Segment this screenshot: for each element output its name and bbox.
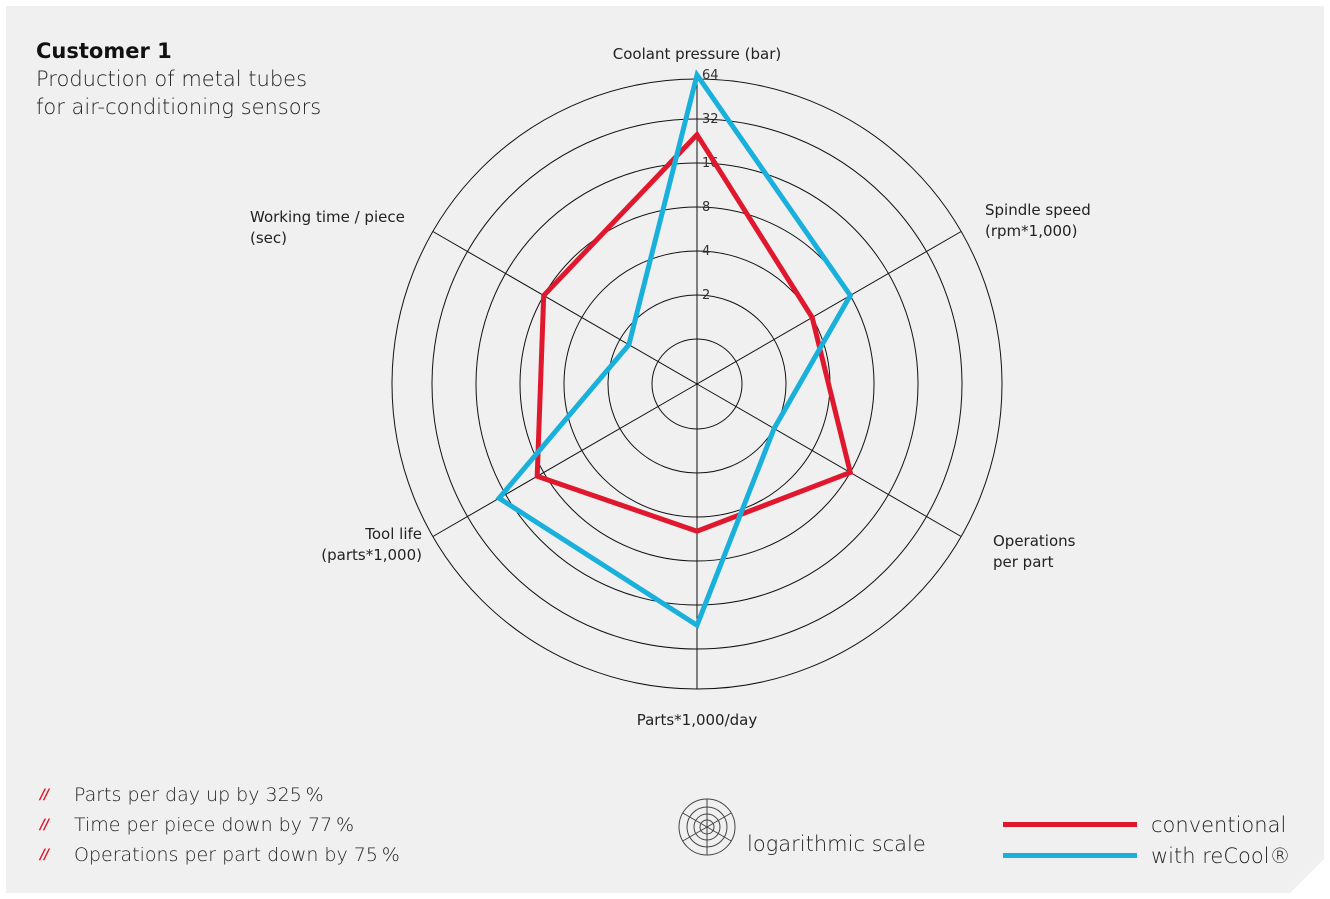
highlight-text: Time per piece down by 77 %	[74, 814, 355, 836]
chart-subtitle-line-1: Production of metal tubes	[36, 67, 308, 91]
axis-line	[432, 231, 698, 385]
legend: conventional with reCool®	[1003, 809, 1291, 871]
legend-item-conventional: conventional	[1003, 809, 1291, 840]
ring-tick-label: 64	[702, 68, 719, 83]
highlights-list: // Parts per day up by 325 % // Time per p…	[40, 780, 400, 870]
chart-panel	[6, 6, 1324, 893]
series-line-conventional	[534, 130, 854, 534]
legend-label-recool: with reCool®	[1151, 843, 1291, 868]
legend-swatch-conventional	[1003, 822, 1137, 827]
ring-tick-label: 32	[702, 112, 719, 127]
axis-line	[696, 231, 962, 385]
ring-tick-label: 2	[702, 288, 710, 303]
chart-header: Customer 1 Production of metal tubes for…	[36, 37, 321, 121]
double-slash-icon: //	[40, 817, 49, 833]
axis-label: Coolant pressure (bar)	[613, 45, 782, 63]
legend-swatch-recool	[1003, 853, 1137, 858]
ring-tick-label: 8	[702, 200, 710, 215]
double-slash-icon: //	[40, 787, 49, 803]
highlight-item: // Operations per part down by 75 %	[40, 840, 400, 870]
axis-label: Operations per part	[993, 532, 1076, 571]
series-line-with-recool	[495, 69, 854, 629]
scale-note: logarithmic scale	[677, 797, 926, 857]
ring-tick-label: 4	[702, 244, 710, 259]
axis-label: Spindle speed (rpm*1,000)	[985, 201, 1091, 240]
chart-title: Customer 1	[36, 39, 172, 63]
legend-item-recool: with reCool®	[1003, 840, 1291, 871]
axis-line	[432, 383, 698, 537]
log-scale-icon	[678, 798, 736, 856]
highlight-item: // Parts per day up by 325 %	[40, 780, 400, 810]
axis-line	[696, 383, 962, 537]
highlight-text: Parts per day up by 325 %	[74, 784, 324, 806]
chart-subtitle-line-2: for air-conditioning sensors	[36, 95, 322, 119]
axis-label: Working time / piece (sec)	[250, 208, 405, 247]
axis-label: Parts*1,000/day	[637, 711, 758, 729]
highlight-text: Operations per part down by 75 %	[74, 844, 400, 866]
axis-label: Tool life (parts*1,000)	[321, 525, 422, 564]
legend-label-conventional: conventional	[1151, 812, 1287, 837]
highlight-item: // Time per piece down by 77 %	[40, 810, 400, 840]
double-slash-icon: //	[40, 847, 49, 863]
scale-note-label: logarithmic scale	[747, 832, 926, 856]
